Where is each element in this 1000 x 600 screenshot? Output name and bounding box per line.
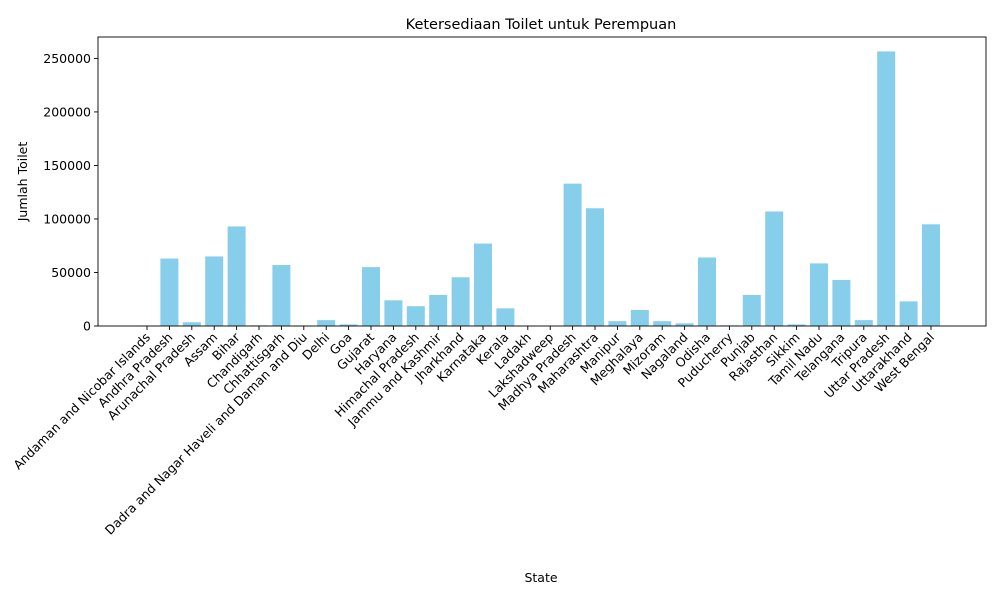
bar: [586, 208, 604, 326]
bar: [653, 321, 672, 326]
bar: [406, 306, 425, 326]
bar: [899, 301, 918, 326]
bar: [877, 51, 896, 326]
bar: [810, 263, 828, 326]
plot-frame: [97, 36, 987, 327]
y-tick-label: 200000: [43, 104, 91, 119]
bar: [698, 257, 716, 326]
y-tick-label: 150000: [43, 158, 91, 173]
bar: [563, 183, 582, 326]
bar: [227, 226, 246, 326]
bar: [182, 322, 201, 326]
bar: [317, 320, 336, 326]
bar: [787, 324, 806, 326]
bar: [854, 320, 873, 326]
y-tick-label: 100000: [43, 211, 91, 226]
bar: [675, 323, 694, 326]
y-axis-label: Jumlah Toilet: [15, 142, 30, 223]
bar: [272, 264, 291, 326]
bar: [384, 300, 403, 326]
y-axis: 0 50000 100000 150000 200000 250000: [43, 51, 98, 334]
bar: [205, 256, 224, 326]
bar: [742, 294, 761, 326]
y-tick-label: 250000: [43, 51, 91, 66]
bar: [429, 294, 448, 326]
bar: [496, 308, 515, 326]
bar: [339, 324, 358, 326]
bar: [765, 211, 784, 326]
bar: [608, 321, 627, 326]
x-axis-label: State: [524, 570, 557, 585]
y-tick-label: 0: [83, 319, 91, 334]
y-tick-label: 50000: [51, 265, 91, 280]
bars-group: [138, 51, 940, 326]
bar: [362, 267, 380, 326]
bar: [160, 258, 179, 326]
bar: [832, 279, 851, 326]
bar: [922, 224, 940, 326]
bar: [474, 243, 492, 326]
bar: [630, 309, 649, 326]
chart-title: Ketersediaan Toilet untuk Perempuan: [406, 17, 677, 33]
bar: [451, 277, 470, 326]
